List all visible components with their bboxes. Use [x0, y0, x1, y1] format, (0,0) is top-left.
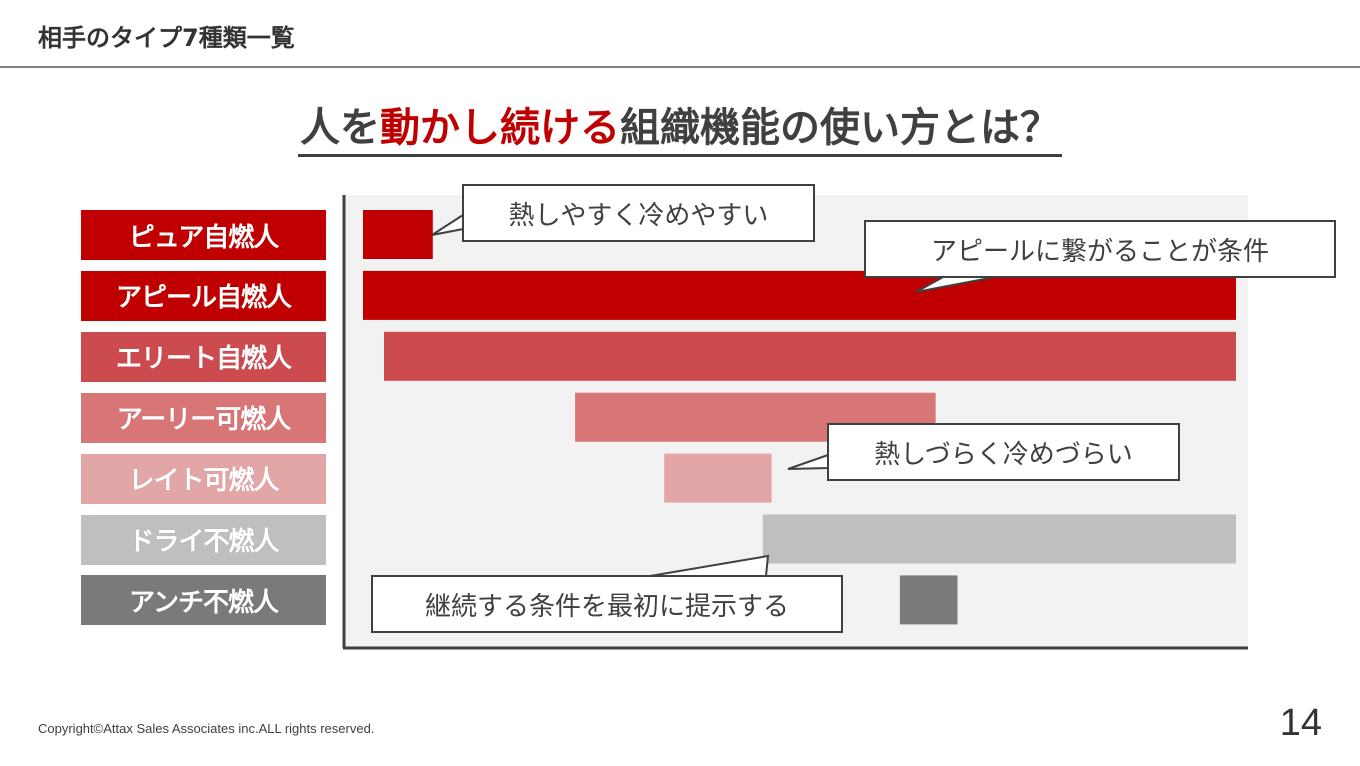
callout-pure: 熱しやすく冷めやすい — [462, 184, 815, 242]
category-label-5: レイト可燃人 — [81, 453, 326, 504]
bar-3 — [384, 331, 1236, 381]
main-title-text: 人を動かし続ける組織機能の使い方とは？ — [298, 104, 1062, 157]
bar-7 — [899, 575, 958, 625]
main-title-part1: 人を — [300, 105, 380, 151]
callout-appeal: アピールに繋がることが条件 — [864, 220, 1336, 278]
category-label-7: アンチ不燃人 — [81, 575, 326, 626]
bar-5 — [664, 453, 772, 503]
header-title: 相手のタイプ7種類一覧 — [38, 24, 295, 52]
header-divider — [0, 66, 1360, 68]
category-label-6: ドライ不燃人 — [81, 514, 326, 565]
main-title-accent: 動かし続ける — [380, 105, 620, 151]
bar-2 — [363, 270, 1236, 320]
callout-dry: 継続する条件を最初に提示する — [371, 575, 843, 633]
category-label-2: アピール自燃人 — [81, 270, 326, 321]
callout-late: 熱しづらく冷めづらい — [827, 423, 1180, 481]
category-label-3: エリート自燃人 — [81, 331, 326, 382]
main-title-part3: 組織機能の使い方とは？ — [620, 105, 1060, 151]
copyright-text: Copyright©Attax Sales Associates inc.ALL… — [38, 721, 375, 736]
category-label-1: ピュア自燃人 — [81, 210, 326, 260]
main-title: 人を動かし続ける組織機能の使い方とは？ — [0, 104, 1360, 157]
category-label-4: アーリー可燃人 — [81, 392, 326, 443]
page-number: 14 — [1279, 702, 1322, 744]
bar-1 — [363, 210, 433, 259]
bar-6 — [762, 514, 1236, 564]
